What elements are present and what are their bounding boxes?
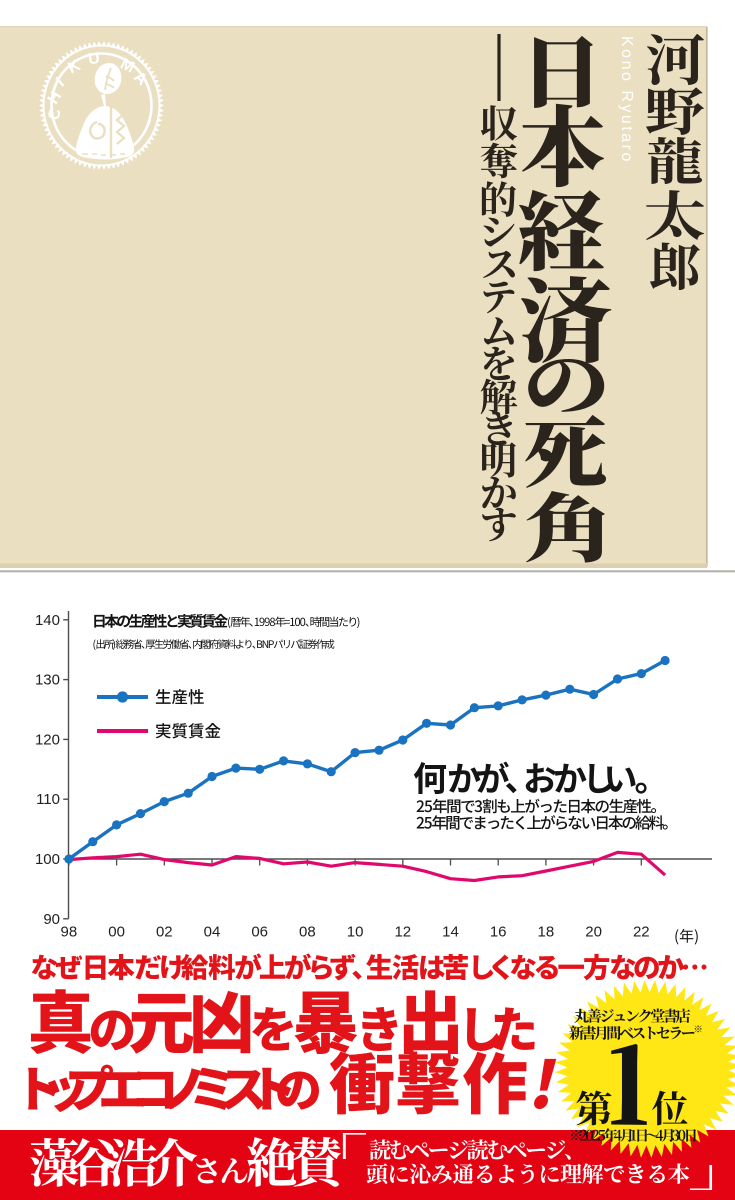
svg-text:18: 18 bbox=[538, 924, 555, 941]
svg-text:02: 02 bbox=[156, 924, 173, 941]
svg-text:110: 110 bbox=[36, 791, 60, 808]
svg-text:90: 90 bbox=[43, 911, 60, 928]
svg-text:100: 100 bbox=[35, 851, 60, 868]
svg-text:16: 16 bbox=[490, 924, 507, 941]
svg-text:98: 98 bbox=[61, 924, 78, 941]
svg-text:120: 120 bbox=[35, 731, 60, 748]
svg-text:Kono Ryutaro: Kono Ryutaro bbox=[618, 36, 635, 164]
svg-text:10: 10 bbox=[347, 924, 364, 941]
svg-text:C: C bbox=[45, 106, 65, 123]
svg-text:U: U bbox=[88, 50, 101, 68]
svg-text:12: 12 bbox=[394, 924, 411, 941]
svg-text:00: 00 bbox=[108, 924, 125, 941]
svg-text:140: 140 bbox=[35, 612, 60, 629]
svg-text:22: 22 bbox=[633, 924, 650, 941]
svg-text:04: 04 bbox=[204, 924, 221, 941]
svg-text:08: 08 bbox=[299, 924, 316, 941]
svg-text:06: 06 bbox=[251, 924, 268, 941]
svg-text:130: 130 bbox=[35, 672, 60, 689]
svg-text:20: 20 bbox=[585, 924, 602, 941]
svg-text:14: 14 bbox=[442, 924, 459, 941]
